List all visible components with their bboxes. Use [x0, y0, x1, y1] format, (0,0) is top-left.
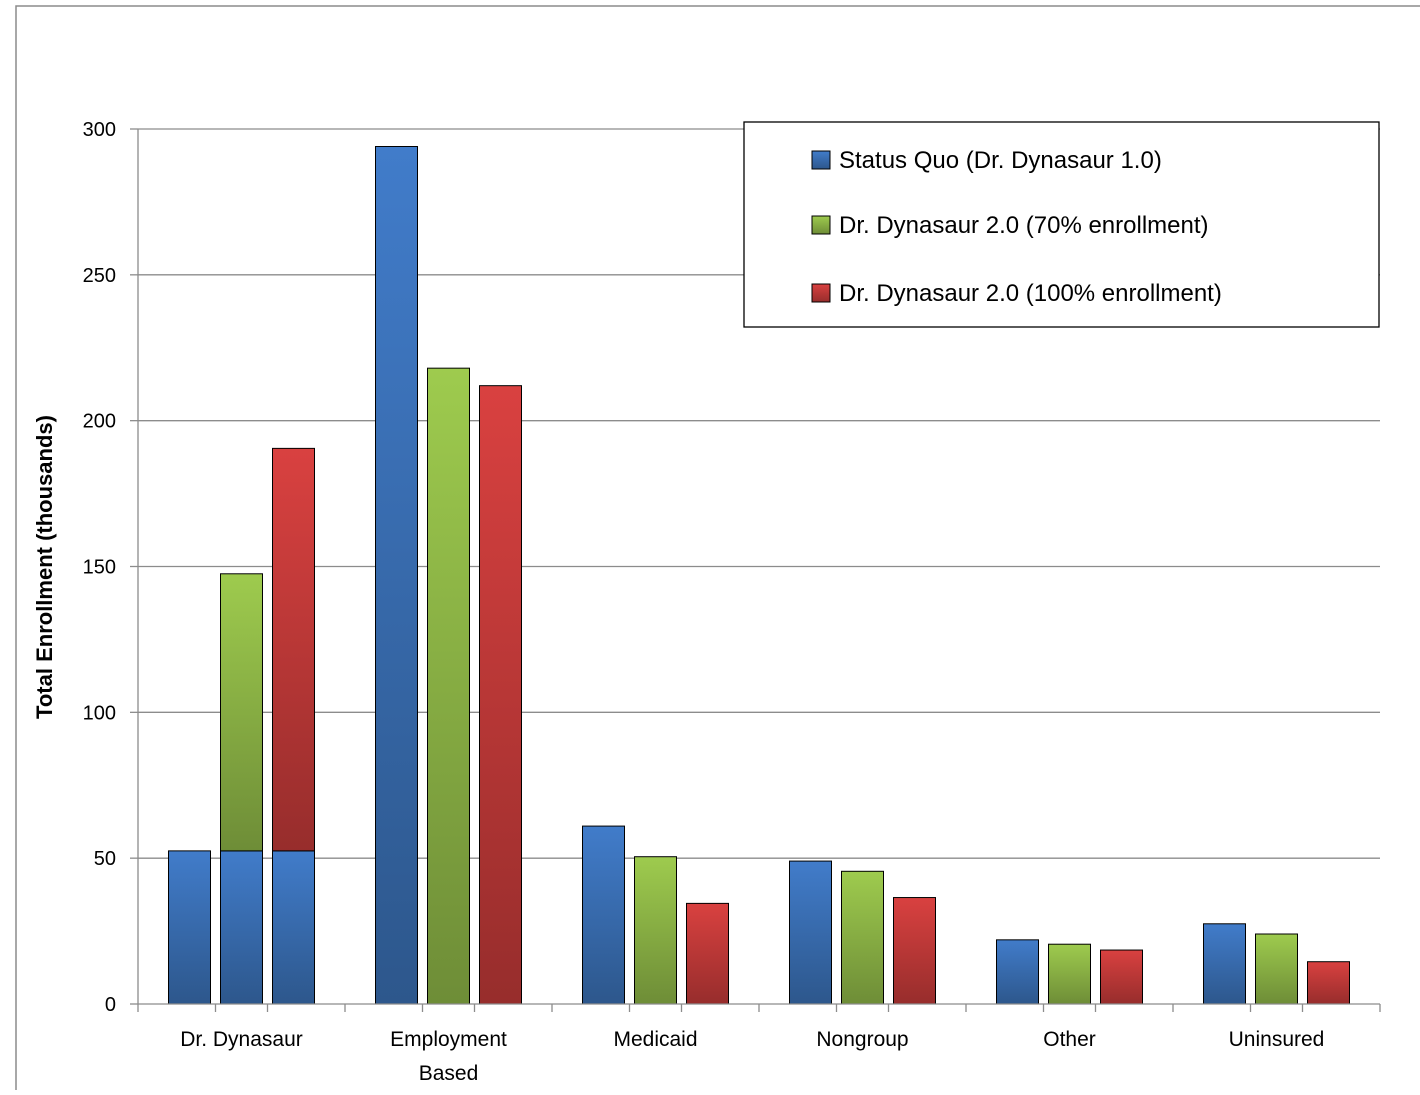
x-category-label: Nongroup	[816, 1028, 908, 1051]
x-category-label: Employment	[390, 1028, 507, 1051]
legend-label: Status Quo (Dr. Dynasaur 1.0)	[839, 147, 1162, 174]
y-tick-label: 0	[105, 994, 116, 1016]
y-tick-label: 150	[83, 557, 116, 579]
bar	[168, 850, 211, 1005]
bar	[789, 860, 832, 1005]
y-tick-label: 100	[83, 702, 116, 724]
y-tick-label: 250	[83, 265, 116, 287]
bar	[1255, 933, 1298, 1005]
bar	[582, 825, 625, 1005]
legend-label: Dr. Dynasaur 2.0 (70% enrollment)	[839, 212, 1209, 239]
bar-stack-base	[220, 850, 263, 1005]
x-category-label: Medicaid	[613, 1028, 697, 1051]
bar	[1203, 923, 1246, 1005]
bar-stack-base	[272, 850, 315, 1005]
bar	[1048, 943, 1091, 1005]
legend-swatch	[811, 283, 831, 303]
bar	[427, 367, 470, 1005]
x-category-label: Uninsured	[1229, 1028, 1325, 1051]
chart-border	[15, 5, 1420, 1095]
y-tick-label: 300	[83, 119, 116, 141]
bar	[479, 385, 522, 1005]
bar	[893, 897, 936, 1005]
x-category-label: Dr. Dynasaur	[180, 1028, 303, 1051]
y-tick-label: 200	[83, 411, 116, 433]
bar	[841, 870, 884, 1005]
legend-swatch	[811, 215, 831, 235]
bar	[1100, 949, 1143, 1005]
bar	[634, 856, 677, 1005]
bar-stack-top	[272, 447, 315, 852]
y-axis-title: Total Enrollment (thousands)	[32, 415, 57, 719]
bar	[1307, 961, 1350, 1005]
x-category-label: Other	[1043, 1028, 1096, 1051]
bar	[375, 146, 418, 1005]
legend-label: Dr. Dynasaur 2.0 (100% enrollment)	[839, 280, 1222, 307]
legend-box	[743, 121, 1380, 328]
bar	[686, 902, 729, 1005]
bar-stack-top	[220, 573, 263, 852]
y-tick-label: 50	[94, 848, 116, 870]
legend-swatch	[811, 150, 831, 170]
bar	[996, 939, 1039, 1005]
legend: Status Quo (Dr. Dynasaur 1.0) Dr. Dynasau…	[743, 121, 1380, 328]
x-category-label-line2: Based	[419, 1062, 479, 1085]
